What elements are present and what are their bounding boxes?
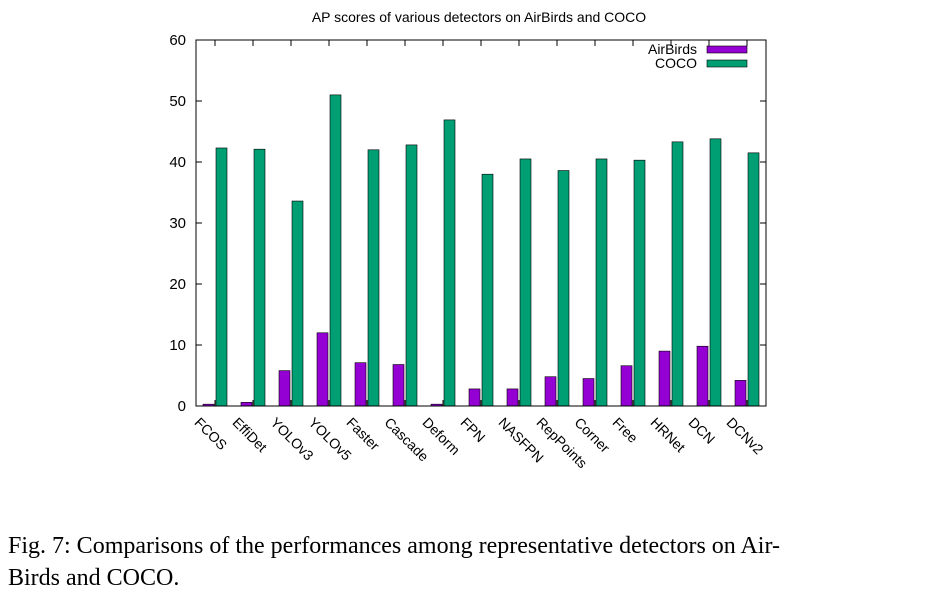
figure-caption: Fig. 7: Comparisons of the performances … <box>8 530 933 594</box>
bar-coco-yolov5 <box>330 95 341 406</box>
bar-coco-yolov3 <box>292 201 303 406</box>
y-tick-label: 50 <box>169 93 186 110</box>
x-tick-label: DCNv2 <box>724 414 767 457</box>
caption-line-1: Fig. 7: Comparisons of the performances … <box>8 533 780 559</box>
bar-airbirds-fpn <box>469 389 480 406</box>
x-tick-label: Free <box>610 414 642 446</box>
x-tick-label: FCOS <box>192 414 231 453</box>
y-tick-label: 40 <box>169 154 186 171</box>
bar-coco-corner <box>596 159 607 406</box>
bar-coco-fcos <box>216 148 227 406</box>
y-tick-label: 10 <box>169 337 186 354</box>
legend-swatch-airbirds <box>707 46 747 53</box>
y-tick-label: 30 <box>169 215 186 232</box>
y-tick-label: 60 <box>169 32 186 49</box>
bar-coco-free <box>634 160 645 406</box>
legend-label-coco: COCO <box>655 55 697 71</box>
bar-chart: AP scores of various detectors on AirBir… <box>0 0 938 500</box>
bar-airbirds-yolov3 <box>279 371 290 406</box>
chart-title: AP scores of various detectors on AirBir… <box>312 9 646 25</box>
bar-coco-dcnv2 <box>748 153 759 406</box>
bar-coco-fpn <box>482 174 493 406</box>
y-tick-labels: 0 10 20 30 40 50 60 <box>169 32 186 415</box>
bar-coco-reppoints <box>558 171 569 406</box>
bar-coco-hrnet <box>672 142 683 406</box>
bar-airbirds-cascade <box>393 365 404 406</box>
x-tick-label: HRNet <box>648 414 689 455</box>
bar-airbirds-faster <box>355 363 366 406</box>
bar-airbirds-nasfpn <box>507 389 518 406</box>
x-tick-label: DCN <box>686 414 719 447</box>
bar-airbirds-reppoints <box>545 377 556 406</box>
caption-line-2: Birds and COCO. <box>8 565 179 591</box>
bar-coco-deform <box>444 120 455 406</box>
bar-airbirds-dcn <box>697 346 708 406</box>
bars <box>203 95 759 406</box>
x-tick-labels: FCOS EffiDetYOLOv3YOLOv5FasterCascadeDefo… <box>192 414 767 471</box>
bar-coco-effidet <box>254 149 265 406</box>
bar-coco-cascade <box>406 145 417 406</box>
y-tick-label: 20 <box>169 276 186 293</box>
x-tick-label: EffiDet <box>230 414 271 455</box>
bar-airbirds-effidet <box>241 402 252 406</box>
bar-coco-dcn <box>710 139 721 406</box>
bar-airbirds-free <box>621 366 632 406</box>
x-tick-label: FPN <box>458 414 489 445</box>
bar-airbirds-dcnv2 <box>735 380 746 406</box>
bar-airbirds-yolov5 <box>317 333 328 406</box>
y-tick-label: 0 <box>178 398 186 415</box>
bar-airbirds-hrnet <box>659 351 670 406</box>
bar-coco-nasfpn <box>520 159 531 406</box>
bar-airbirds-corner <box>583 379 594 406</box>
legend-swatch-coco <box>707 60 747 67</box>
bar-coco-faster <box>368 150 379 406</box>
